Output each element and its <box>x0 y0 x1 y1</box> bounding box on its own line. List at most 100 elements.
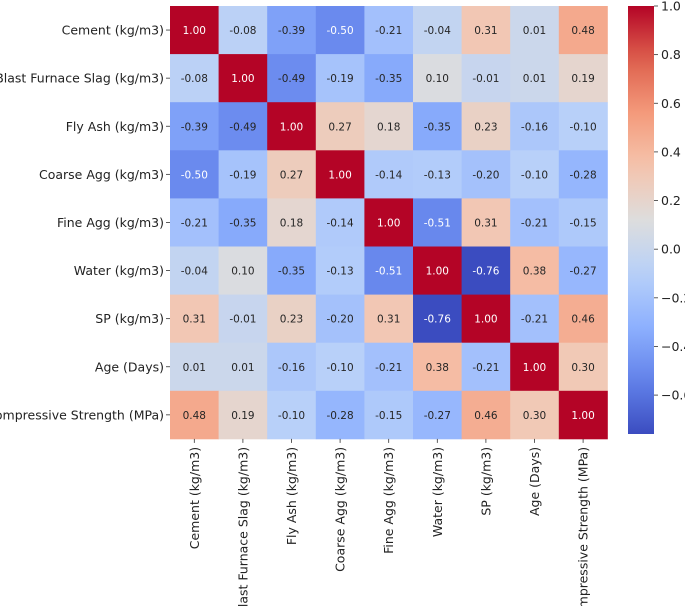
heatmap-cell <box>267 246 317 295</box>
cell-value-label: -0.51 <box>375 266 402 278</box>
cell-value-label: -0.16 <box>278 362 305 374</box>
heatmap-cell <box>364 246 414 295</box>
cell-value-label: -0.04 <box>424 25 451 37</box>
heatmap-cell <box>364 102 414 151</box>
cell-value-label: -0.14 <box>327 217 354 229</box>
cell-value-label: 0.31 <box>183 314 206 326</box>
heatmap-cell <box>315 150 365 199</box>
heatmap-cell <box>315 6 365 55</box>
y-tick-label: Water (kg/m3) <box>74 263 164 278</box>
colorbar-tick-label: 0.8 <box>661 47 681 62</box>
cell-value-label: -0.01 <box>472 73 499 85</box>
heatmap-cell <box>170 342 219 392</box>
heatmap-cell <box>170 294 219 344</box>
cell-value-label: 0.10 <box>426 73 449 85</box>
heatmap-cell <box>413 6 462 55</box>
heatmap-cell <box>315 342 365 392</box>
colorbar-tick-label: −0.4 <box>661 339 685 354</box>
cell-value-label: 0.18 <box>377 121 400 133</box>
colorbar-tick-label: 0.4 <box>661 144 681 159</box>
heatmap-cell <box>364 294 414 344</box>
cell-value-label: -0.39 <box>181 121 208 133</box>
x-tick-label: SP (kg/m3) <box>478 447 493 516</box>
heatmap-cell <box>315 54 365 103</box>
cell-value-label: 0.10 <box>231 266 254 278</box>
heatmap-cell <box>218 294 268 344</box>
heatmap-cell <box>558 150 608 199</box>
cell-value-label: -0.28 <box>570 169 597 181</box>
y-tick-label: Age (Days) <box>95 359 164 374</box>
x-tick-label: Cement (kg/m3) <box>187 447 202 549</box>
cell-value-label: -0.35 <box>278 266 305 278</box>
cell-value-label: -0.04 <box>181 266 208 278</box>
colorbar-tick-label: 0.2 <box>661 193 681 208</box>
x-tick-label: Coarse Agg (kg/m3) <box>333 447 348 572</box>
heatmap-cell <box>413 342 462 392</box>
heatmap-cell <box>364 150 414 199</box>
heatmap-cell <box>170 150 219 199</box>
heatmap-cell <box>510 150 560 199</box>
y-tick-label: Cement (kg/m3) <box>62 23 164 38</box>
heatmap-cell <box>558 390 608 440</box>
cell-value-label: 0.30 <box>571 362 594 374</box>
heatmap-cell <box>315 246 365 295</box>
heatmap-cell <box>218 102 268 151</box>
cell-value-label: 1.00 <box>474 314 497 326</box>
heatmap-cell <box>267 54 317 103</box>
heatmap-cell <box>170 198 219 247</box>
colorbar-tick-label: 0.0 <box>661 242 681 257</box>
cell-value-label: 0.48 <box>183 410 206 422</box>
heatmap-cell <box>315 390 365 440</box>
x-axis-labels: Cement (kg/m3) Blast Furnace Slag (kg/m3)… <box>187 438 591 606</box>
cell-value-label: 1.00 <box>328 169 351 181</box>
heatmap-cell <box>364 6 414 55</box>
cell-value-label: 0.46 <box>474 410 498 422</box>
heatmap-cell <box>558 198 608 247</box>
heatmap-cell <box>170 102 219 151</box>
heatmap-cell <box>170 246 219 295</box>
cell-value-label: -0.35 <box>375 73 402 85</box>
cell-value-label: -0.15 <box>570 217 597 229</box>
heatmap-cell <box>558 54 608 103</box>
cell-value-label: 0.38 <box>523 266 546 278</box>
heatmap-cell <box>218 342 268 392</box>
cell-value-label: 1.00 <box>280 121 303 133</box>
heatmap-cell <box>364 198 414 247</box>
heatmap-cell <box>510 6 560 55</box>
heatmap-cell <box>267 198 317 247</box>
heatmap-cell <box>510 102 560 151</box>
heatmap-cell <box>218 6 268 55</box>
cell-value-label: -0.13 <box>424 169 451 181</box>
heatmap-cell <box>218 390 268 440</box>
heatmap-cell <box>413 390 462 440</box>
cell-value-label: 1.00 <box>426 266 449 278</box>
colorbar-gradient <box>628 6 654 434</box>
heatmap-cell <box>461 6 511 55</box>
cell-value-label: 0.18 <box>280 217 303 229</box>
heatmap-cell <box>510 198 560 247</box>
cell-value-label: 0.27 <box>280 169 303 181</box>
heatmap-cell <box>364 54 414 103</box>
heatmap-cell <box>461 390 511 440</box>
cell-value-label: 0.01 <box>231 362 254 374</box>
cell-value-label: -0.01 <box>229 314 256 326</box>
cell-value-label: -0.10 <box>521 169 548 181</box>
heatmap-cell <box>461 246 511 295</box>
heatmap-cell <box>558 246 608 295</box>
colorbar-ticks: 1.0 0.8 0.6 0.4 0.2 0.0 −0.2 −0.4 −0.6 <box>654 0 685 403</box>
heatmap-cell <box>558 342 608 392</box>
heatmap-cell <box>413 102 462 151</box>
heatmap-cell <box>558 294 608 344</box>
heatmap-cell <box>267 390 317 440</box>
heatmap-cell <box>461 150 511 199</box>
y-tick-label: Coarse Agg (kg/m3) <box>39 167 164 182</box>
heatmap-cell <box>413 150 462 199</box>
cell-value-label: 1.00 <box>571 410 594 422</box>
heatmap-cell <box>218 198 268 247</box>
cell-value-label: -0.51 <box>424 217 451 229</box>
heatmap-cell <box>170 54 219 103</box>
heatmap-cell <box>267 150 317 199</box>
x-tick-label: Blast Furnace Slag (kg/m3) <box>235 447 250 606</box>
cell-value-label: 0.48 <box>571 25 594 37</box>
cell-value-label: -0.27 <box>570 266 597 278</box>
